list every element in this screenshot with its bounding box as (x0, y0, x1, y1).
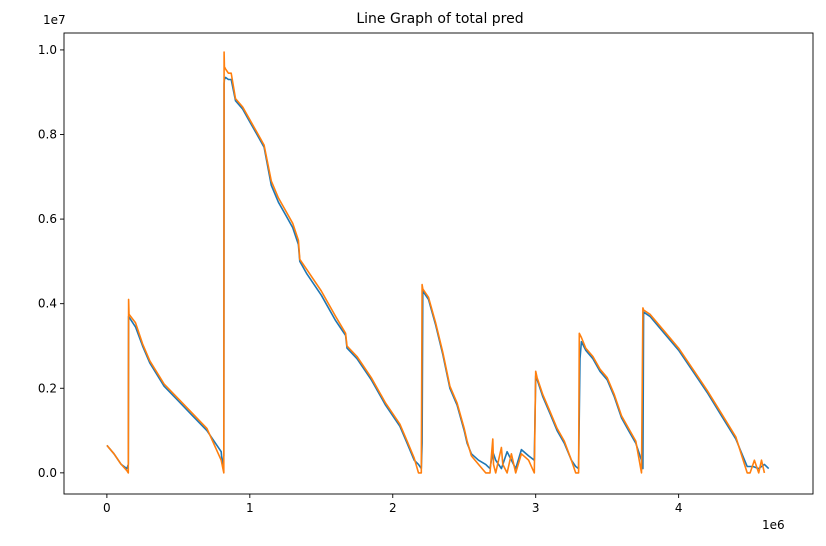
x-tick-label: 0 (103, 501, 111, 515)
series-line-2 (106, 51, 766, 474)
plot-frame (63, 32, 814, 495)
x-tick-label: 4 (675, 501, 683, 515)
series-line-1 (106, 76, 770, 470)
chart-title: Line Graph of total pred (356, 11, 523, 27)
y-tick-label: 1.0 (38, 43, 57, 57)
y-tick-label: 0.2 (38, 381, 57, 395)
y-offset-label: 1e7 (43, 13, 66, 27)
x-offset-label: 1e6 (762, 518, 785, 532)
y-tick-label: 0.4 (38, 297, 57, 311)
y-tick-label: 0.0 (38, 466, 57, 480)
series-layer (106, 51, 770, 474)
x-tick-label: 1 (246, 501, 254, 515)
y-tick-label: 0.6 (38, 212, 57, 226)
x-tick-label: 2 (389, 501, 397, 515)
axes-layer: 0 1 2 3 4 0.0 0.2 0.4 0.6 0.8 1.0 (38, 32, 814, 515)
x-tick-label: 3 (532, 501, 540, 515)
y-tick-label: 0.8 (38, 128, 57, 142)
